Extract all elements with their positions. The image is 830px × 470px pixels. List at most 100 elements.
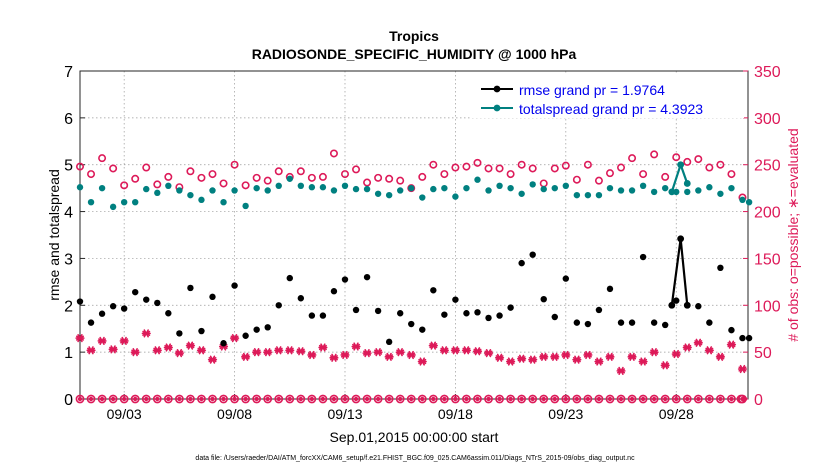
rmse-point bbox=[120, 305, 128, 312]
rmse-point bbox=[717, 264, 724, 271]
evaluated-marker bbox=[417, 357, 427, 366]
zero-possible-marker bbox=[417, 394, 427, 404]
totalspread-point bbox=[286, 175, 293, 182]
rmse-point bbox=[109, 303, 117, 310]
rmse-point bbox=[463, 310, 470, 317]
possible-marker bbox=[76, 162, 85, 171]
evaluated-marker bbox=[86, 346, 96, 355]
evaluated-marker bbox=[163, 343, 173, 352]
evaluated-marker bbox=[715, 352, 725, 361]
rmse-point bbox=[87, 319, 95, 326]
rmse-point bbox=[496, 312, 503, 319]
possible-marker bbox=[716, 160, 725, 169]
totalspread-point bbox=[385, 191, 393, 199]
evaluated-marker bbox=[318, 343, 328, 352]
rmse-point bbox=[739, 334, 746, 342]
zero-evaluated-marker bbox=[585, 396, 591, 402]
zero-possible-marker bbox=[263, 394, 273, 404]
evaluated-marker bbox=[119, 336, 129, 345]
possible-marker bbox=[87, 170, 96, 179]
evaluated-marker bbox=[483, 348, 494, 358]
zero-evaluated-marker bbox=[541, 396, 546, 402]
possible-marker bbox=[352, 165, 361, 174]
totalspread-point bbox=[165, 182, 172, 189]
legend-box bbox=[472, 74, 744, 118]
rmse-point bbox=[419, 326, 426, 333]
y-tick-label-right: 0 bbox=[754, 392, 763, 409]
evaluated-marker bbox=[373, 348, 383, 357]
y-tick-label-right: 100 bbox=[754, 298, 781, 315]
possible-marker bbox=[583, 160, 592, 169]
totalspread-point bbox=[231, 187, 238, 194]
totalspread-point bbox=[628, 187, 636, 194]
evaluated-marker bbox=[517, 354, 527, 363]
rmse-point bbox=[562, 275, 570, 282]
evaluated-marker bbox=[75, 333, 85, 343]
zero-possible-marker bbox=[506, 394, 516, 404]
zero-possible-marker bbox=[462, 394, 471, 404]
totalspread-point bbox=[562, 182, 570, 189]
totalspread-point bbox=[242, 202, 249, 210]
zero-possible-marker bbox=[495, 394, 504, 404]
rmse-point bbox=[187, 284, 194, 292]
y-tick-label-right: 350 bbox=[754, 64, 781, 81]
totalspread-point bbox=[551, 184, 558, 192]
totalspread-point bbox=[485, 187, 492, 194]
possible-marker bbox=[296, 167, 305, 176]
possible-marker bbox=[550, 164, 559, 173]
totalspread-point bbox=[452, 193, 459, 200]
evaluated-marker bbox=[97, 336, 107, 345]
evaluated-marker bbox=[506, 357, 516, 366]
rmse-point bbox=[198, 327, 205, 335]
chart-subtitle: RADIOSONDE_SPECIFIC_HUMIDITY @ 1000 hPa bbox=[252, 46, 577, 62]
rmse-point bbox=[673, 297, 680, 304]
zero-possible-marker bbox=[439, 394, 449, 404]
possible-marker bbox=[495, 164, 504, 173]
rmse-point bbox=[209, 293, 216, 301]
data-file-footer: data file: /Users/raeder/DAI/ATM_forcXX/… bbox=[195, 455, 635, 462]
rmse-point bbox=[98, 310, 106, 317]
zero-evaluated-marker bbox=[729, 396, 734, 402]
zero-possible-marker bbox=[484, 394, 493, 404]
evaluated-marker bbox=[693, 338, 703, 347]
zero-evaluated-marker bbox=[199, 396, 204, 402]
possible-marker bbox=[164, 172, 173, 181]
legend-label-totalspread: totalspread grand pr = 4.3923 bbox=[519, 101, 703, 117]
zero-evaluated-marker bbox=[254, 396, 259, 402]
zero-evaluated-marker bbox=[397, 396, 403, 402]
zero-evaluated-marker bbox=[331, 396, 337, 402]
totalspread-point bbox=[419, 194, 426, 201]
rmse-point bbox=[551, 313, 558, 321]
possible-marker bbox=[153, 180, 162, 189]
y-tick-label-left: 1 bbox=[64, 345, 73, 362]
possible-marker bbox=[219, 179, 228, 188]
evaluated-marker bbox=[572, 355, 582, 364]
totalspread-point bbox=[154, 189, 161, 197]
legend-marker-rmse bbox=[493, 85, 501, 93]
zero-possible-marker bbox=[318, 394, 328, 404]
possible-marker bbox=[605, 169, 614, 178]
evaluated-marker bbox=[296, 347, 306, 356]
rmse-point bbox=[374, 307, 382, 315]
zero-evaluated-marker bbox=[188, 396, 193, 402]
rmse-point bbox=[617, 319, 625, 326]
zero-possible-marker bbox=[671, 394, 681, 404]
zero-evaluated-marker bbox=[453, 396, 458, 402]
rmse-point bbox=[143, 296, 150, 303]
zero-evaluated-marker bbox=[177, 396, 182, 402]
zero-evaluated-marker bbox=[640, 396, 646, 402]
zero-evaluated-marker bbox=[442, 396, 447, 402]
totalspread-point bbox=[87, 199, 95, 206]
rmse-point bbox=[396, 310, 404, 317]
rmse-point bbox=[176, 330, 183, 337]
zero-possible-marker bbox=[649, 394, 659, 404]
rmse-point bbox=[76, 298, 84, 305]
possible-marker bbox=[98, 154, 107, 163]
possible-marker bbox=[539, 179, 548, 188]
rmse-point bbox=[661, 321, 669, 329]
y-tick-label-right: 150 bbox=[754, 251, 781, 268]
possible-marker bbox=[594, 176, 603, 185]
evaluated-marker bbox=[550, 352, 560, 361]
zero-evaluated-marker bbox=[221, 396, 226, 402]
evaluated-marker bbox=[185, 341, 196, 350]
